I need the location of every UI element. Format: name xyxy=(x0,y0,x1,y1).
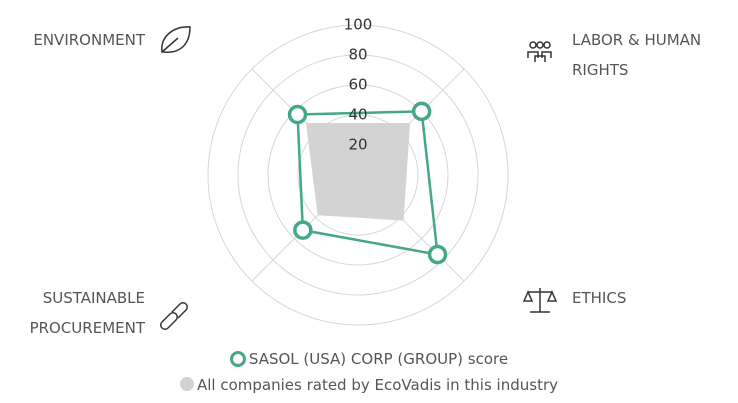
data-point xyxy=(293,220,313,240)
people-icon xyxy=(527,41,552,62)
icons xyxy=(160,26,558,330)
leaf-icon xyxy=(161,26,191,53)
legend-item: SASOL (USA) CORP (GROUP) score xyxy=(0,350,738,368)
category-label: ENVIRONMENT xyxy=(33,31,145,49)
legend-swatch xyxy=(229,351,246,367)
r-tick-label: 80 xyxy=(348,46,367,64)
area xyxy=(306,123,410,221)
legend-label: SASOL (USA) CORP (GROUP) score xyxy=(248,350,509,368)
legend-item: All companies rated by EcoVadis in this … xyxy=(0,376,738,394)
legend-label: All companies rated by EcoVadis in this … xyxy=(196,376,558,394)
grid-ring xyxy=(297,114,419,236)
grid-ring xyxy=(207,24,509,326)
marks xyxy=(287,101,448,265)
category-label: ETHICS xyxy=(572,289,627,307)
r-tick-label: 100 xyxy=(344,16,373,34)
grid-ring xyxy=(237,54,479,296)
data-point xyxy=(427,244,448,265)
chain-icon xyxy=(160,302,188,330)
r-tick-label: 20 xyxy=(348,136,367,154)
grid-ring xyxy=(267,84,449,266)
r-tick-label: 60 xyxy=(348,76,367,94)
scales-icon xyxy=(522,288,558,313)
legend-swatch xyxy=(179,377,194,391)
rings xyxy=(207,24,509,326)
tick-labels: 20 40 60 80 100 xyxy=(344,16,373,154)
r-tick-label: 40 xyxy=(348,106,367,124)
data-point xyxy=(287,104,308,125)
category-label: LABOR & HUMAN RIGHTS xyxy=(572,31,702,79)
category-label: SUSTAINABLE PROCUREMENT xyxy=(29,289,145,337)
data-point xyxy=(411,101,432,122)
